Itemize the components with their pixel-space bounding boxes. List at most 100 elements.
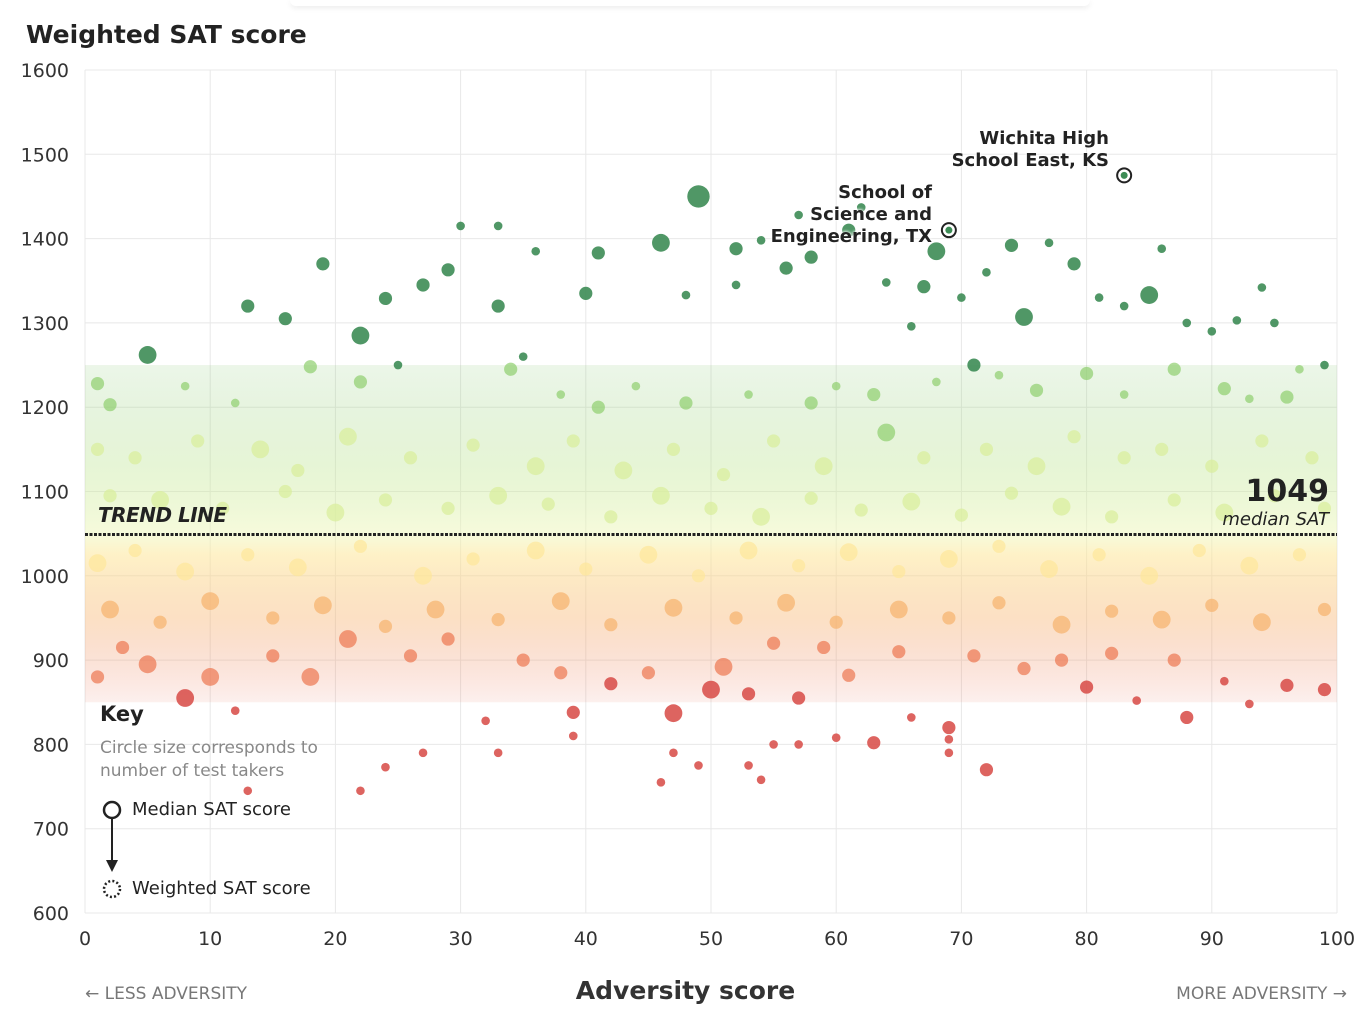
data-point: [1317, 602, 1332, 617]
data-point: [842, 668, 856, 682]
data-point: [90, 376, 105, 391]
x-axis-label: Adversity score: [575, 976, 796, 1005]
data-point: [441, 501, 455, 515]
data-point: [403, 451, 418, 465]
data-point: [493, 221, 503, 231]
data-point: [378, 291, 393, 306]
data-point: [656, 778, 666, 787]
data-point: [652, 486, 670, 505]
data-point: [90, 442, 105, 456]
x-tick-label: 30: [449, 928, 473, 950]
data-point: [792, 559, 806, 573]
data-point: [907, 713, 916, 722]
data-point: [994, 370, 1004, 380]
y-tick-label: 1200: [21, 397, 69, 419]
data-point: [1280, 390, 1294, 404]
data-point: [251, 440, 270, 459]
data-point: [992, 539, 1006, 553]
data-point: [466, 438, 480, 452]
data-point: [917, 280, 931, 294]
data-point: [1232, 316, 1242, 325]
x-tick-label: 100: [1319, 928, 1355, 950]
data-point: [744, 761, 753, 770]
data-point: [1152, 610, 1171, 629]
data-point: [979, 442, 994, 456]
data-point: [1155, 442, 1169, 456]
data-point: [1092, 548, 1106, 562]
data-point: [579, 286, 593, 300]
data-point: [1270, 318, 1279, 328]
data-point: [1220, 676, 1229, 686]
data-point: [339, 630, 357, 648]
data-point: [902, 492, 921, 511]
data-point: [804, 396, 818, 410]
data-point: [1180, 710, 1194, 725]
data-point: [1119, 390, 1129, 399]
data-point: [752, 507, 770, 526]
data-point: [1252, 613, 1271, 632]
data-point: [1067, 257, 1081, 271]
x-tick-label: 60: [824, 928, 848, 950]
data-point: [288, 558, 307, 577]
data-point: [191, 434, 205, 448]
data-point: [88, 554, 107, 573]
key-median-label: Median SAT score: [132, 799, 291, 820]
data-point: [1182, 318, 1192, 328]
data-point: [1015, 308, 1033, 326]
data-point: [266, 649, 280, 663]
data-point: [303, 360, 317, 374]
data-point: [944, 735, 954, 744]
data-point: [954, 508, 969, 522]
data-point: [992, 596, 1006, 610]
data-point: [356, 786, 365, 796]
data-point: [481, 716, 490, 726]
key-title: Key: [100, 702, 144, 726]
data-point: [489, 486, 508, 505]
data-point: [1205, 459, 1219, 473]
data-point: [243, 786, 253, 796]
data-point: [278, 312, 292, 326]
data-point: [942, 611, 956, 625]
data-point: [378, 493, 393, 507]
data-point: [892, 645, 906, 659]
data-point: [741, 687, 756, 701]
data-point: [881, 278, 891, 287]
y-tick-label: 1100: [21, 482, 69, 504]
y-tick-label: 1400: [21, 229, 69, 251]
data-point: [1080, 366, 1094, 381]
data-point: [556, 390, 566, 399]
x-tick-label: 10: [198, 928, 222, 950]
data-point: [339, 427, 357, 446]
data-point: [103, 489, 117, 503]
key-description: Circle size corresponds to number of tes…: [100, 738, 318, 781]
data-point: [1167, 493, 1181, 507]
data-point: [441, 632, 455, 646]
y-tick-label: 700: [33, 819, 69, 841]
data-point: [1105, 510, 1119, 524]
data-point: [939, 550, 958, 568]
data-point: [568, 731, 578, 741]
data-point: [516, 653, 530, 667]
data-point: [1140, 286, 1159, 304]
data-point: [917, 451, 931, 465]
data-point: [153, 615, 167, 629]
median-caption: median SAT: [1222, 509, 1329, 530]
data-point: [804, 491, 818, 505]
data-point: [1132, 696, 1141, 705]
x-tick-label: 20: [323, 928, 347, 950]
data-point: [957, 293, 966, 302]
y-tick-label: 600: [33, 903, 69, 925]
data-point: [316, 257, 330, 271]
data-point: [591, 246, 605, 260]
chart-title: Weighted SAT score: [26, 20, 307, 49]
data-point: [831, 381, 841, 391]
data-point: [767, 434, 781, 448]
data-point: [101, 600, 119, 619]
data-point: [1245, 699, 1254, 709]
data-point: [351, 326, 370, 345]
data-point: [291, 463, 305, 478]
data-point: [1017, 661, 1031, 676]
data-point: [731, 280, 741, 290]
